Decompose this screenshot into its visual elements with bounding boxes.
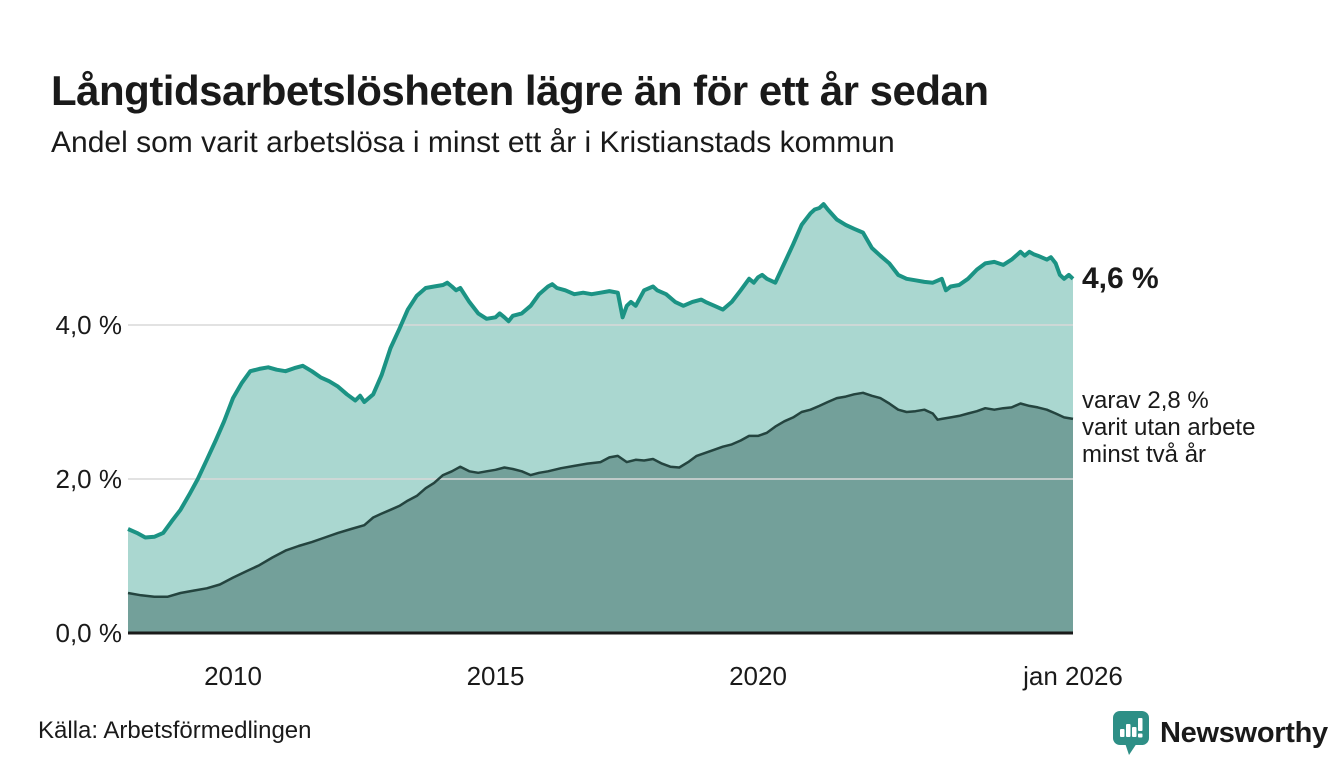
y-tick-label: 4,0 % (55, 310, 123, 340)
chart-subtitle: Andel som varit arbetslösa i minst ett å… (51, 126, 895, 159)
annotation-line-2: varit utan arbete (1082, 414, 1256, 442)
newsworthy-logo-icon (1113, 711, 1149, 755)
annotation-line-1: varav 2,8 % (1082, 387, 1209, 415)
source-caption: Källa: Arbetsförmedlingen (38, 717, 312, 744)
series-end-label-total: 4,6 % (1082, 261, 1159, 295)
x-tick-label: jan 2026 (1023, 661, 1123, 691)
x-tick-label: 2010 (204, 661, 262, 691)
annotation-line-3: minst två år (1082, 441, 1207, 469)
x-tick-label: 2015 (466, 661, 525, 691)
page-title: Långtidsarbetslösheten lägre än för ett … (51, 67, 989, 115)
newsworthy-logo: Newsworthy (1112, 710, 1328, 756)
y-tick-label: 2,0 % (55, 464, 123, 494)
line-total (127, 202, 1075, 540)
y-tick-label: 0,0 % (55, 618, 123, 648)
newsworthy-logo-text: Newsworthy (1160, 716, 1328, 749)
x-tick-label: 2020 (729, 661, 787, 691)
line-subset (127, 391, 1074, 599)
series-end-label-subset: varav 2,8 % varit utan arbete minst två … (1082, 387, 1255, 468)
area-fill-subset (128, 392, 1073, 633)
